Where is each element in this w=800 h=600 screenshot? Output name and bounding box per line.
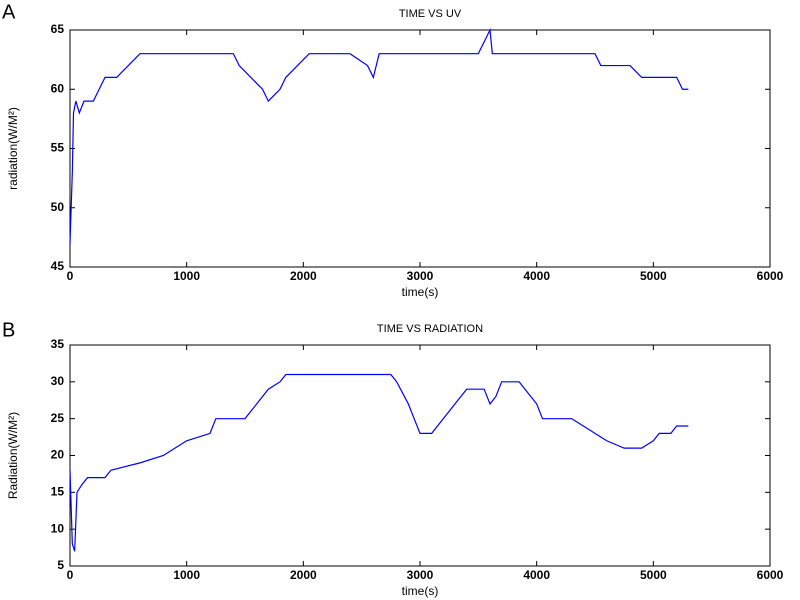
- x-tick-label: 2000: [290, 568, 317, 582]
- y-tick-label: 5: [57, 558, 64, 572]
- x-tick-label: 4000: [523, 269, 550, 283]
- y-axis-label: radiation(W/M²): [6, 107, 20, 190]
- x-tick-label: 6000: [757, 568, 784, 582]
- x-tick-label: 4000: [523, 568, 550, 582]
- y-axis-label: Radiation(W/M²): [6, 412, 20, 499]
- x-tick-label: 3000: [407, 269, 434, 283]
- x-tick-label: 0: [67, 269, 74, 283]
- x-tick-label: 5000: [640, 568, 667, 582]
- x-tick-label: 3000: [407, 568, 434, 582]
- x-axis-label: time(s): [402, 584, 439, 598]
- x-axis-label: time(s): [402, 285, 439, 299]
- y-tick-label: 65: [51, 22, 65, 36]
- x-tick-label: 6000: [757, 269, 784, 283]
- y-tick-label: 55: [51, 141, 65, 155]
- y-tick-label: 10: [51, 521, 65, 535]
- chart-title: TIME VS RADIATION: [377, 323, 483, 335]
- panel-label: B: [2, 319, 15, 341]
- data-line: [69, 373, 689, 552]
- data-line: [69, 27, 689, 244]
- x-tick-label: 1000: [173, 269, 200, 283]
- y-tick-label: 15: [51, 485, 65, 499]
- plot-frame: [69, 29, 771, 268]
- y-tick-label: 30: [51, 374, 65, 388]
- x-tick-label: 1000: [173, 568, 200, 582]
- plot-frame: [69, 344, 771, 567]
- y-tick-label: 25: [51, 411, 65, 425]
- y-tick-label: 45: [51, 259, 65, 273]
- y-tick-label: 35: [51, 337, 65, 351]
- y-tick-label: 60: [51, 81, 65, 95]
- y-tick-label: 20: [51, 448, 65, 462]
- panel-label: A: [2, 1, 16, 23]
- x-tick-label: 5000: [640, 269, 667, 283]
- chart-title: TIME VS UV: [399, 8, 462, 20]
- x-tick-label: 0: [67, 568, 74, 582]
- y-tick-label: 50: [51, 200, 65, 214]
- x-tick-label: 2000: [290, 269, 317, 283]
